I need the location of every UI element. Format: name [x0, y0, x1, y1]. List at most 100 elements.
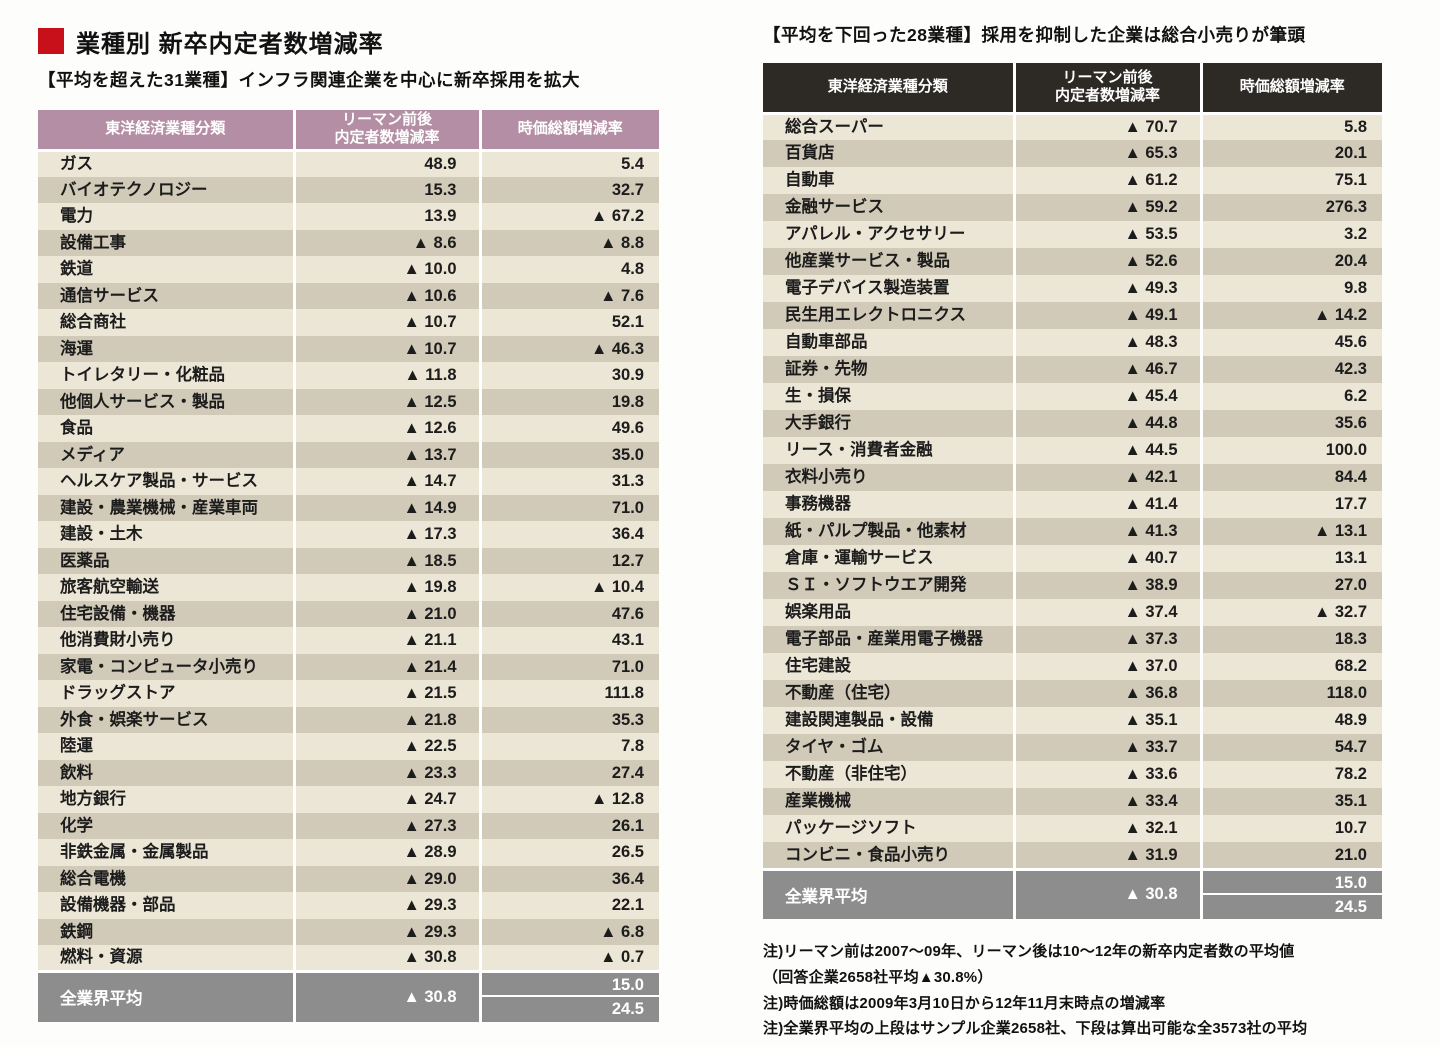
industry-name: 証券・先物 — [763, 356, 1014, 383]
footnote-line: 注)リーマン前は2007～09年、リーマン後は10～12年の新卒内定者数の平均値 — [763, 943, 1295, 960]
offers-change-value: ▲ 44.8 — [1012, 410, 1201, 437]
industry-name: 事務機器 — [763, 491, 1014, 518]
offers-change-value: ▲ 32.1 — [1012, 815, 1201, 842]
col-header-marketcap-change: 時価総額増減率 — [1199, 63, 1382, 115]
offers-change-value: ▲ 19.8 — [292, 574, 480, 601]
offers-change-value: ▲ 35.1 — [1012, 707, 1201, 734]
offers-change-value: ▲ 36.8 — [1012, 680, 1201, 707]
right-panel: 【平均を下回った28業種】採用を抑制した企業は総合小売りが筆頭 東洋経済業種分類… — [763, 22, 1382, 1042]
industry-name: 不動産（非住宅） — [763, 761, 1014, 788]
table-row: 電力 13.9 ▲ 67.2 — [38, 203, 659, 230]
table-footer: 全業界平均 ▲ 30.8 15.0 24.5 — [763, 867, 1382, 919]
left-table-subtitle: 【平均を超えた31業種】インフラ関連企業を中心に新卒採用を拡大 — [38, 70, 580, 90]
table-row: バイオテクノロジー 15.3 32.7 — [38, 176, 659, 203]
marketcap-change-value: 32.7 — [478, 176, 659, 203]
industry-name: 紙・パルプ製品・他素材 — [763, 518, 1014, 545]
average-marketcap-upper: 15.0 — [1202, 871, 1382, 895]
offers-change-value: ▲ 53.5 — [1012, 221, 1201, 248]
industry-name: 設備機器・部品 — [38, 892, 294, 919]
table-row: 倉庫・運輸サービス ▲ 40.7 13.1 — [763, 545, 1382, 572]
marketcap-change-value: 31.3 — [478, 468, 659, 495]
table-row: 陸運 ▲ 22.5 7.8 — [38, 733, 659, 760]
industry-name: 家電・コンピュータ小売り — [38, 653, 294, 680]
offers-change-value: ▲ 59.2 — [1012, 194, 1201, 221]
offers-change-value: ▲ 23.3 — [292, 759, 480, 786]
marketcap-change-value: 7.8 — [478, 733, 659, 760]
industry-name: 非鉄金属・金属製品 — [38, 839, 294, 866]
industry-name: トイレタリー・化粧品 — [38, 362, 294, 389]
average-marketcap-upper: 15.0 — [481, 973, 659, 997]
offers-change-value: ▲ 10.7 — [292, 335, 480, 362]
industry-name: 外食・娯楽サービス — [38, 706, 294, 733]
industry-name: ＳＩ・ソフトウエア開発 — [763, 572, 1014, 599]
offers-change-value: ▲ 41.4 — [1012, 491, 1201, 518]
marketcap-change-value: ▲ 67.2 — [478, 203, 659, 230]
offers-change-value: ▲ 29.3 — [292, 892, 480, 919]
main-title-row: 業種別 新卒内定者数増減率 — [38, 26, 659, 58]
industry-name: 鉄鋼 — [38, 918, 294, 945]
offers-change-value: ▲ 12.6 — [292, 415, 480, 442]
industry-name: アパレル・アクセサリー — [763, 221, 1014, 248]
industry-name: ヘルスケア製品・サービス — [38, 468, 294, 495]
col-header-industry: 東洋経済業種分類 — [763, 63, 1014, 115]
marketcap-change-value: 118.0 — [1199, 680, 1382, 707]
average-marketcap-cell: 15.0 24.5 — [1199, 867, 1382, 919]
marketcap-change-value: 35.0 — [478, 441, 659, 468]
table-row: 非鉄金属・金属製品 ▲ 28.9 26.5 — [38, 839, 659, 866]
marketcap-change-value: 43.1 — [478, 627, 659, 654]
table-row: 地方銀行 ▲ 24.7 ▲ 12.8 — [38, 786, 659, 813]
average-marketcap-lower: 24.5 — [1334, 897, 1367, 916]
col-header-offers-change: リーマン前後 内定者数増減率 — [292, 110, 480, 152]
marketcap-change-value: 54.7 — [1199, 734, 1382, 761]
marketcap-change-value: 45.6 — [1199, 329, 1382, 356]
average-offers-value: ▲ 30.8 — [292, 970, 480, 1022]
average-row: 全業界平均 ▲ 30.8 15.0 24.5 — [763, 867, 1382, 919]
offers-change-value: ▲ 13.7 — [292, 441, 480, 468]
offers-change-value: ▲ 12.5 — [292, 388, 480, 415]
marketcap-change-value: 68.2 — [1199, 653, 1382, 680]
table-row: 事務機器 ▲ 41.4 17.7 — [763, 491, 1382, 518]
offers-change-value: ▲ 65.3 — [1012, 140, 1201, 167]
industry-name: 民生用エレクトロニクス — [763, 302, 1014, 329]
table-row: 住宅建設 ▲ 37.0 68.2 — [763, 653, 1382, 680]
offers-change-value: ▲ 21.0 — [292, 600, 480, 627]
offers-change-value: ▲ 18.5 — [292, 547, 480, 574]
marketcap-change-value: ▲ 0.7 — [478, 945, 659, 972]
offers-change-value: 48.9 — [292, 150, 480, 177]
industry-name: 百貨店 — [763, 140, 1014, 167]
col-header-marketcap-change: 時価総額増減率 — [478, 110, 659, 152]
offers-change-value: 15.3 — [292, 176, 480, 203]
offers-change-value: ▲ 33.7 — [1012, 734, 1201, 761]
marketcap-change-value: ▲ 14.2 — [1199, 302, 1382, 329]
footnote-line: （回答企業2658社平均▲30.8%） — [763, 968, 993, 986]
industry-name: 燃料・資源 — [38, 945, 294, 972]
industry-name: 他個人サービス・製品 — [38, 388, 294, 415]
industry-name: 自動車部品 — [763, 329, 1014, 356]
marketcap-change-value: 36.4 — [478, 521, 659, 548]
offers-change-value: ▲ 29.3 — [292, 918, 480, 945]
industry-name: 娯楽用品 — [763, 599, 1014, 626]
footnotes: 注)リーマン前は2007～09年、リーマン後は10～12年の新卒内定者数の平均値… — [763, 939, 1382, 1042]
offers-change-value: ▲ 10.7 — [292, 309, 480, 336]
table-row: ガス 48.9 5.4 — [38, 150, 659, 177]
table-row: ドラッグストア ▲ 21.5 111.8 — [38, 680, 659, 707]
marketcap-change-value: 9.8 — [1199, 275, 1382, 302]
marketcap-change-value: ▲ 12.8 — [478, 786, 659, 813]
offers-change-value: ▲ 46.7 — [1012, 356, 1201, 383]
industry-name: 建設・農業機械・産業車両 — [38, 494, 294, 521]
marketcap-change-value: 71.0 — [478, 494, 659, 521]
table-row: 金融サービス ▲ 59.2 276.3 — [763, 194, 1382, 221]
table-row: 他産業サービス・製品 ▲ 52.6 20.4 — [763, 248, 1382, 275]
industry-name: 化学 — [38, 812, 294, 839]
marketcap-change-value: 52.1 — [478, 309, 659, 336]
industry-name: 総合電機 — [38, 865, 294, 892]
industry-name: 海運 — [38, 335, 294, 362]
table-row: 海運 ▲ 10.7 ▲ 46.3 — [38, 335, 659, 362]
table-row: 自動車 ▲ 61.2 75.1 — [763, 167, 1382, 194]
marketcap-change-value: 13.1 — [1199, 545, 1382, 572]
industry-name: 設備工事 — [38, 229, 294, 256]
offers-change-value: ▲ 61.2 — [1012, 167, 1201, 194]
average-row: 全業界平均 ▲ 30.8 15.0 24.5 — [38, 970, 659, 1022]
offers-change-value: ▲ 30.8 — [292, 945, 480, 972]
table-header: 東洋経済業種分類 リーマン前後 内定者数増減率 時価総額増減率 — [38, 110, 659, 152]
